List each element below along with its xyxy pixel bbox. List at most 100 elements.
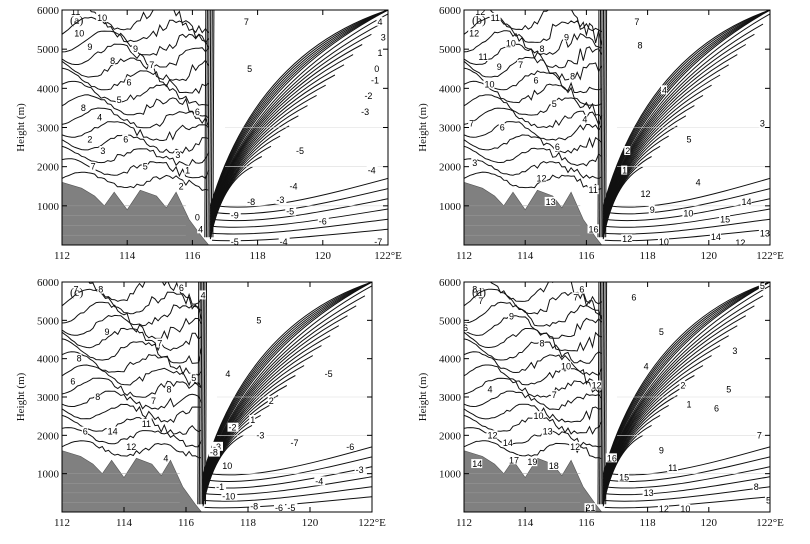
contour-line <box>211 228 388 242</box>
contour-line <box>209 10 388 213</box>
contour-label: 5 <box>686 134 691 144</box>
y-tick-label: 1000 <box>439 201 462 213</box>
contour-line <box>209 94 317 229</box>
contour-label: 11 <box>589 185 598 195</box>
contour-label: -5 <box>325 369 333 379</box>
contour-line <box>604 446 770 476</box>
contour-label: 6 <box>555 142 560 152</box>
contour-label: 8 <box>754 482 759 492</box>
contour-line <box>464 107 603 129</box>
contour-line <box>464 145 602 167</box>
contour-label: 10 <box>561 361 571 371</box>
contour-label: 2 <box>680 381 685 391</box>
contour-label: 5 <box>143 162 148 172</box>
contour-label: 4 <box>488 384 493 394</box>
contour-label: 7 <box>151 396 156 406</box>
contour-line <box>464 328 602 352</box>
contour-label: -5 <box>286 207 294 217</box>
contour-label: 6 <box>463 323 468 333</box>
contour-label: 6 <box>500 123 505 133</box>
contour-line <box>464 282 602 305</box>
y-tick-label: 1000 <box>37 469 60 481</box>
contour-label: 3 <box>175 150 180 160</box>
contour-line <box>211 208 388 228</box>
panel-label: (b) <box>472 13 486 27</box>
contour-label: 5 <box>117 95 122 105</box>
panel-label: (c) <box>70 285 83 299</box>
contour-line <box>202 282 372 476</box>
contour-label: 1 <box>185 166 190 176</box>
contour-label: 9 <box>650 205 655 215</box>
contour-line <box>603 10 606 238</box>
contour-label: -2 <box>229 423 237 433</box>
contour-label: -8 <box>210 448 218 458</box>
contour-label: 12 <box>570 442 580 452</box>
contour-line <box>62 134 209 154</box>
contour-line <box>62 364 202 388</box>
y-tick-label: 2000 <box>439 162 462 174</box>
contour-line <box>209 23 381 218</box>
contour-label: 9 <box>509 312 514 322</box>
contour-label: 7 <box>91 162 96 172</box>
contour-label: 18 <box>549 461 559 471</box>
y-tick-label: 4000 <box>439 83 462 95</box>
contour-line <box>201 282 204 505</box>
contour-label: 6 <box>195 107 200 117</box>
contour-label: 4 <box>582 115 587 125</box>
contour-line <box>212 10 215 238</box>
contour-line <box>62 145 210 167</box>
contour-label: 12 <box>592 381 602 391</box>
y-tick-label: 3000 <box>37 392 60 404</box>
y-axis-label: Height (m) <box>417 372 429 421</box>
contour-label: 7 <box>157 338 162 348</box>
contour-line <box>202 345 322 493</box>
contour-label: 12 <box>641 189 651 199</box>
contour-line <box>209 44 363 221</box>
contour-label: 16 <box>589 224 599 234</box>
contour-label: 7 <box>469 119 474 129</box>
contour-label: -6 <box>319 217 327 227</box>
contour-line <box>464 56 603 81</box>
x-tick-label: 120 <box>302 517 319 529</box>
contour-label: 4 <box>644 361 649 371</box>
contour-line <box>602 33 755 219</box>
contour-line <box>602 10 770 207</box>
y-axis-label: Height (m) <box>15 103 27 152</box>
contour-label: 6 <box>70 377 75 387</box>
contour-line <box>464 301 603 327</box>
contour-label: 5 <box>191 373 196 383</box>
contour-line <box>464 315 603 339</box>
contour-line <box>200 282 203 505</box>
contour-line <box>602 282 770 479</box>
x-tick-label: 120 <box>315 250 332 262</box>
contour-label: 6 <box>631 292 636 302</box>
contour-label: 12 <box>475 7 485 17</box>
contour-label: 12 <box>659 504 669 514</box>
contour-label: 1 <box>686 400 691 410</box>
x-tick-label: 118 <box>640 517 657 529</box>
contour-line <box>604 456 770 482</box>
contour-label: 3 <box>472 158 477 168</box>
contour-line <box>602 375 695 498</box>
contour-label: 14 <box>503 438 513 448</box>
contour-line <box>62 57 210 82</box>
contour-line <box>602 282 604 505</box>
contour-line <box>62 288 202 315</box>
contour-label: 11 <box>478 52 487 62</box>
contour-label: 6 <box>533 76 538 86</box>
contour-label: 5 <box>256 315 261 325</box>
terrain <box>464 181 603 245</box>
y-tick-label: 3000 <box>439 123 462 135</box>
y-tick-label: 5000 <box>439 315 462 327</box>
contour-label: -9 <box>231 211 239 221</box>
contour-label: 4 <box>225 369 230 379</box>
contour-line <box>602 23 764 218</box>
contour-label: 5 <box>552 99 557 109</box>
contour-line <box>209 10 388 210</box>
contour-label: 1 <box>622 166 627 176</box>
contour-label: 5 <box>247 64 252 74</box>
contour-line <box>205 282 207 505</box>
contour-label: 0 <box>195 213 200 223</box>
x-tick-label: 118 <box>250 250 267 262</box>
